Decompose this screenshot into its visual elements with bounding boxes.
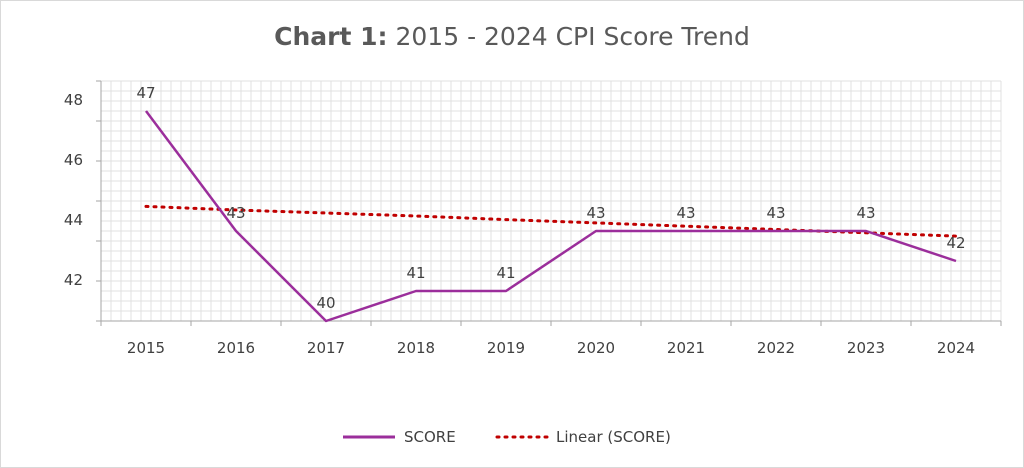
gridlines bbox=[100, 80, 1002, 322]
data-label: 43 bbox=[226, 204, 245, 222]
data-labels: 47 43 40 41 41 43 43 43 43 42 bbox=[136, 84, 965, 312]
y-tick-label: 46 bbox=[64, 151, 83, 169]
chart-title-text: 2015 - 2024 CPI Score Trend bbox=[387, 22, 750, 51]
data-label: 43 bbox=[766, 204, 785, 222]
x-tick-label: 2024 bbox=[937, 339, 975, 357]
x-tick-label: 2020 bbox=[577, 339, 615, 357]
x-tick-label: 2023 bbox=[847, 339, 885, 357]
legend: SCORE Linear (SCORE) bbox=[343, 428, 671, 446]
data-label: 43 bbox=[856, 204, 875, 222]
series bbox=[144, 110, 958, 323]
legend-label-linear-score: Linear (SCORE) bbox=[556, 428, 671, 446]
x-tick-label: 2015 bbox=[127, 339, 165, 357]
data-label: 43 bbox=[676, 204, 695, 222]
x-tick-label: 2019 bbox=[487, 339, 525, 357]
axes: 48 46 44 42 2015 2016 2017 2018 2019 2020 2021 2022… bbox=[64, 80, 1002, 357]
x-tick-label: 2017 bbox=[307, 339, 345, 357]
series-line-score bbox=[145, 110, 957, 323]
data-label: 47 bbox=[136, 84, 155, 102]
data-label: 41 bbox=[406, 264, 425, 282]
data-label: 43 bbox=[586, 204, 605, 222]
legend-label-score: SCORE bbox=[404, 428, 456, 446]
y-tick-label: 48 bbox=[64, 91, 83, 109]
y-tick-label: 44 bbox=[64, 211, 83, 229]
chart-title-prefix: Chart 1: bbox=[274, 22, 388, 51]
x-tick-label: 2022 bbox=[757, 339, 795, 357]
data-label: 40 bbox=[316, 294, 335, 312]
y-tick-label: 42 bbox=[64, 271, 83, 289]
data-label: 42 bbox=[946, 234, 965, 252]
chart-title: Chart 1: 2015 - 2024 CPI Score Trend bbox=[0, 22, 1024, 51]
x-tick-label: 2016 bbox=[217, 339, 255, 357]
data-label: 41 bbox=[496, 264, 515, 282]
x-tick-label: 2021 bbox=[667, 339, 705, 357]
x-tick-label: 2018 bbox=[397, 339, 435, 357]
